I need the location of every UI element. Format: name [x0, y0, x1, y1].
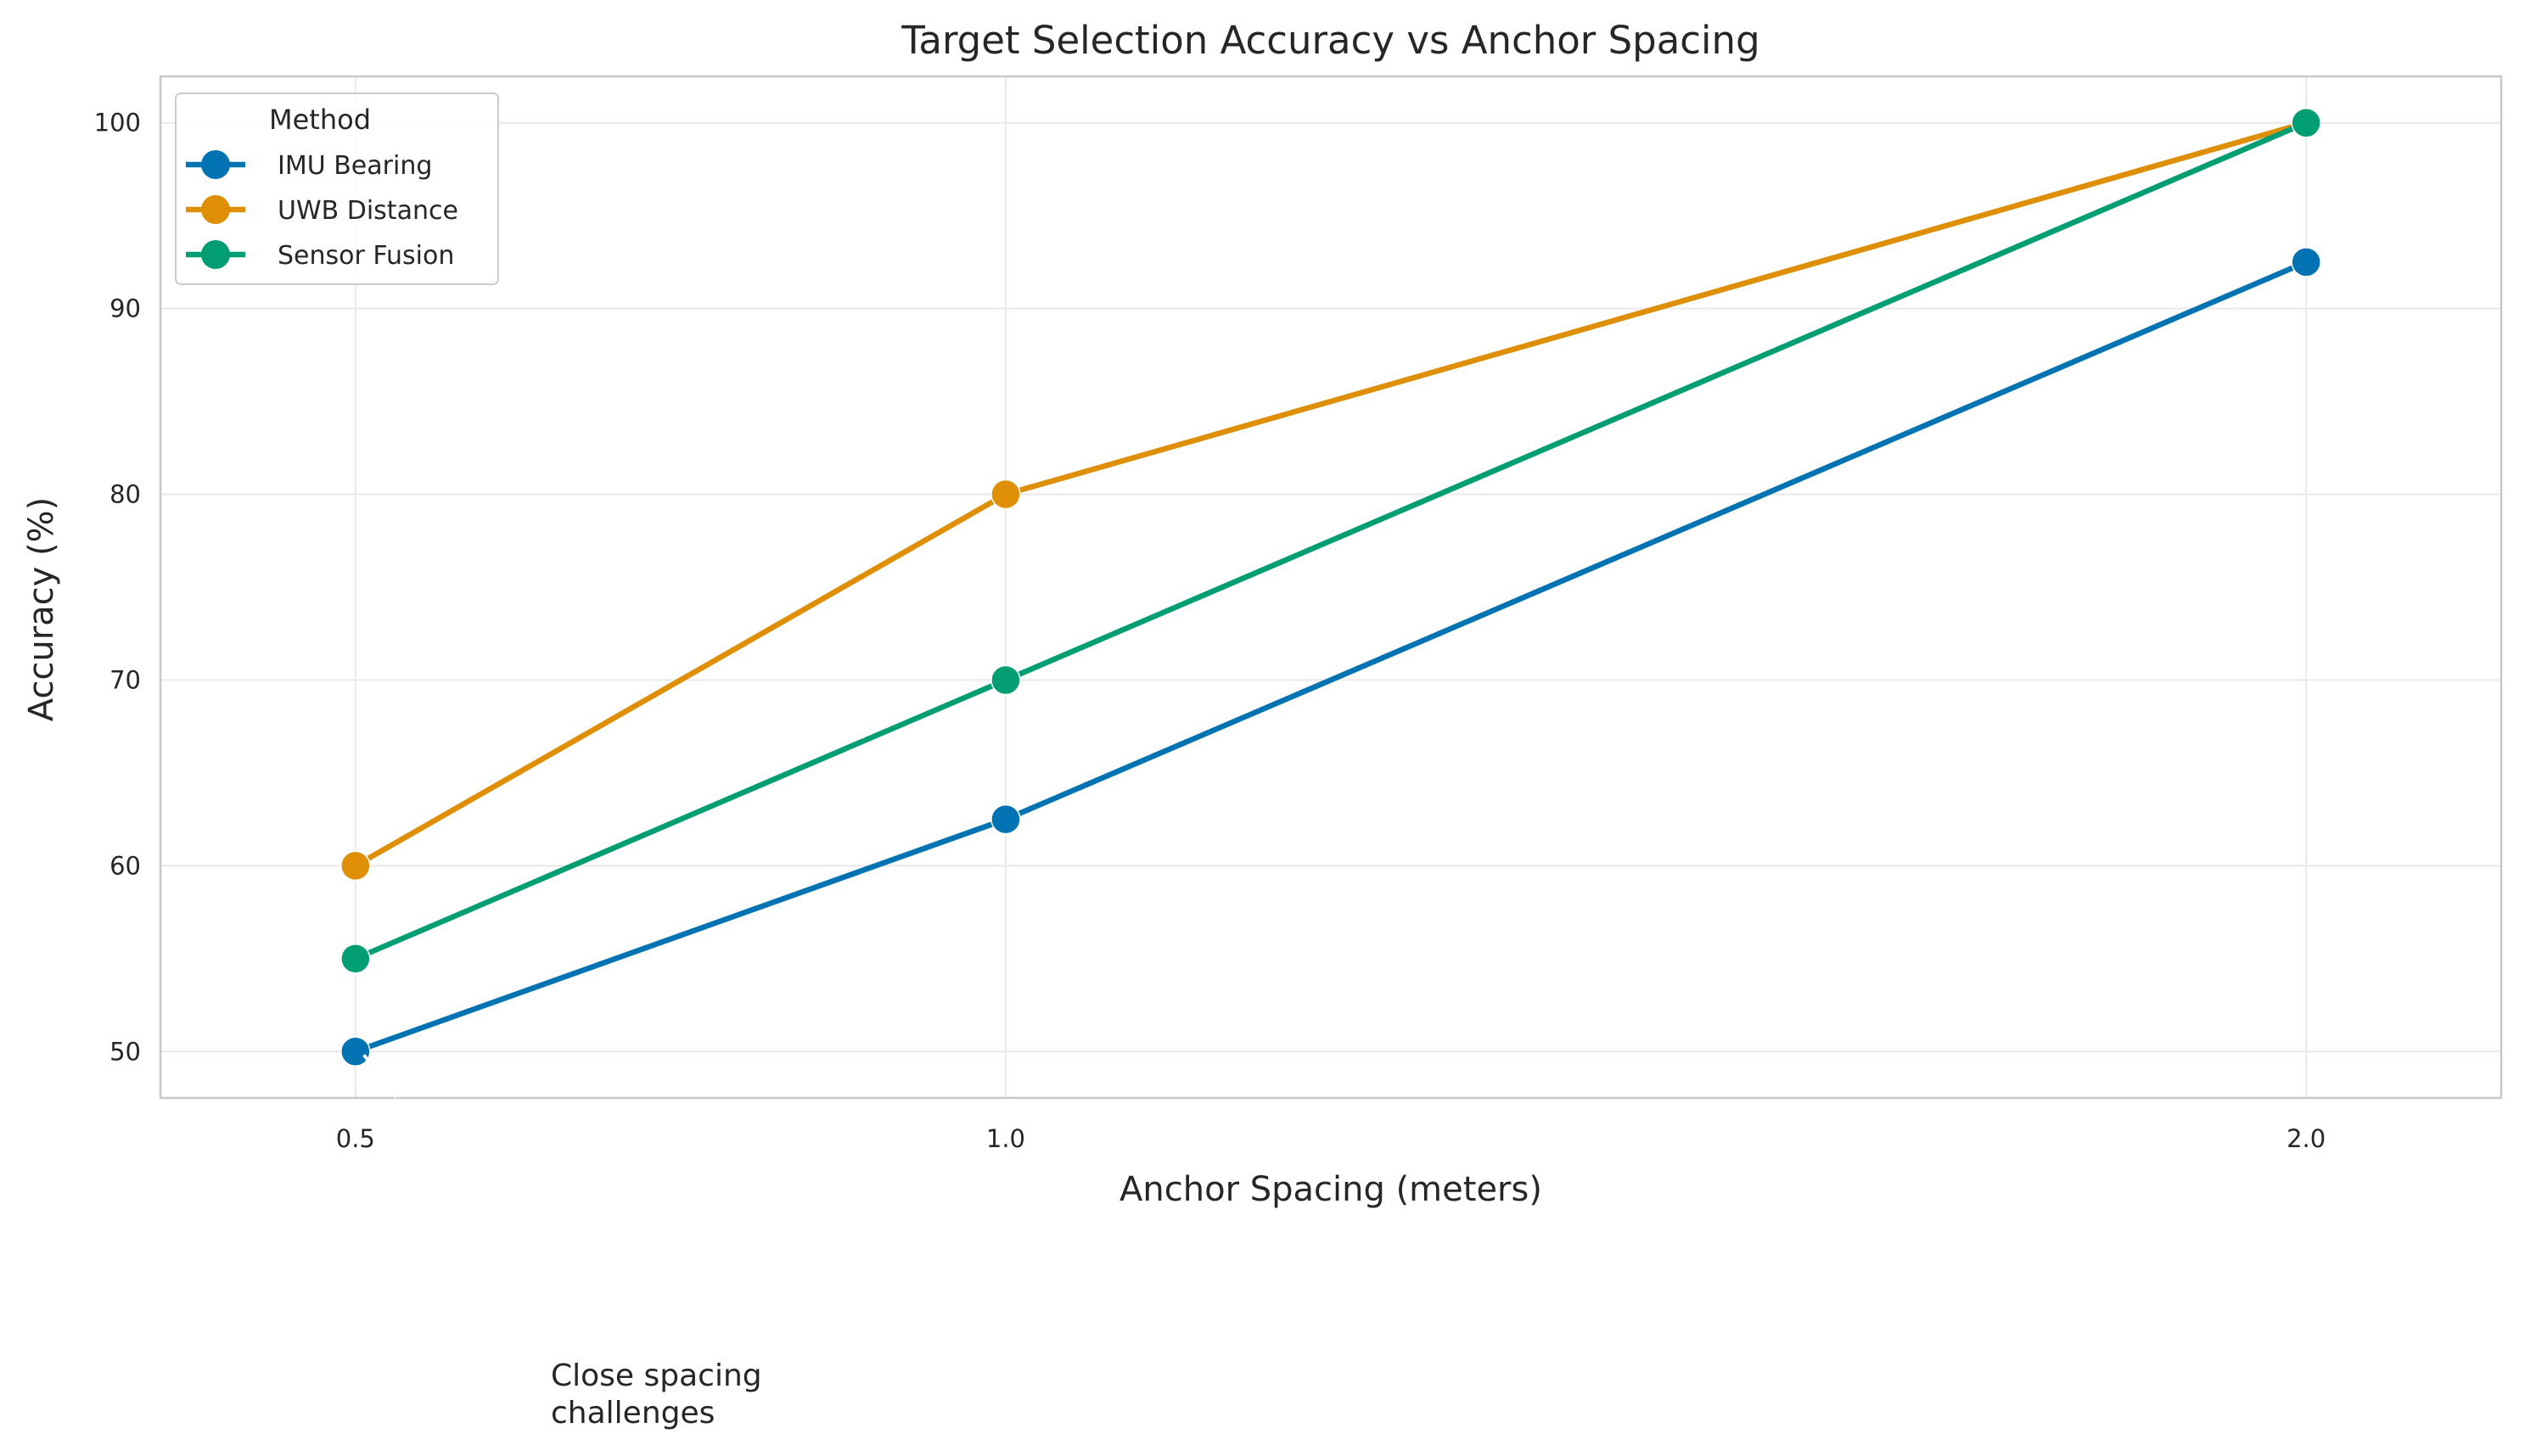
legend-label: Sensor Fusion — [278, 241, 454, 271]
legend-label: IMU Bearing — [278, 151, 432, 181]
x-tick-label: 1.0 — [986, 1124, 1025, 1153]
series-0 — [340, 247, 2321, 1067]
data-point — [2291, 107, 2321, 138]
data-point — [2291, 247, 2321, 277]
y-axis-title: Accuracy (%) — [22, 497, 61, 722]
data-point — [990, 479, 1021, 510]
legend-box — [175, 92, 499, 285]
y-tick-label: 50 — [109, 1037, 141, 1066]
annotation-text: challenges — [551, 1396, 715, 1431]
x-axis-title: Anchor Spacing (meters) — [1119, 1170, 1542, 1209]
data-point — [340, 944, 371, 974]
x-tick-label: 2.0 — [2287, 1124, 2326, 1153]
legend-marker — [201, 150, 230, 179]
plot-frame — [159, 75, 2503, 1100]
data-point — [340, 850, 371, 882]
series-2 — [340, 107, 2321, 974]
plot-area — [159, 75, 2503, 1100]
legend: Method IMU Bearing UWB Distance Sensor Fusi… — [175, 92, 499, 285]
data-point — [340, 1036, 371, 1067]
annotation-arrow — [362, 1054, 398, 1099]
legend-marker — [201, 195, 230, 224]
y-tick-label: 60 — [109, 851, 141, 880]
data-point — [990, 804, 1021, 835]
data-point — [990, 664, 1021, 696]
legend-label: UWB Distance — [278, 196, 458, 226]
y-tick-label: 80 — [109, 480, 141, 509]
y-tick-label: 100 — [94, 109, 141, 137]
y-tick-label: 70 — [109, 665, 141, 694]
y-tick-label: 90 — [109, 294, 141, 323]
legend-marker — [201, 240, 230, 269]
x-tick-label: 0.5 — [336, 1124, 375, 1153]
chart-title: Target Selection Accuracy vs Anchor Spac… — [901, 18, 1759, 63]
legend-title: Method — [269, 104, 371, 136]
annotation-text: Close spacing — [551, 1358, 762, 1393]
